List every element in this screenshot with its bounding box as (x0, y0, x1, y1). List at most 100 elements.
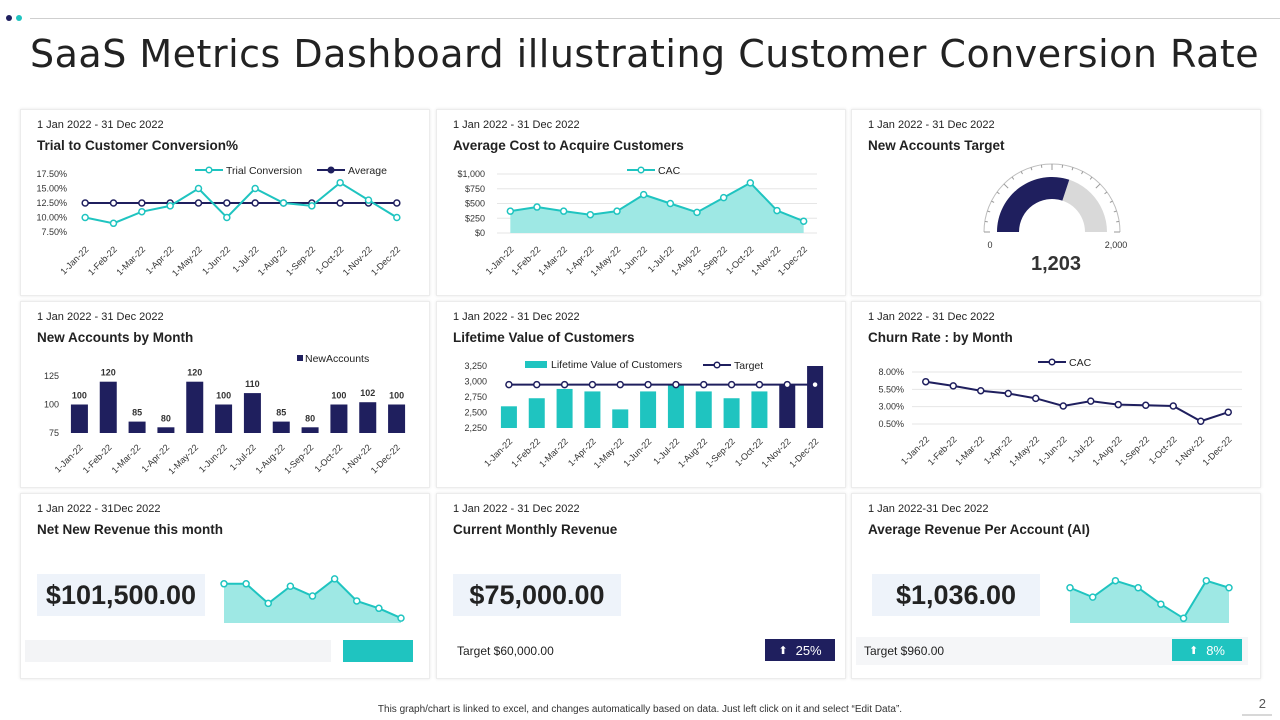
gauge-tick (1071, 167, 1074, 171)
trial-conversion-chart[interactable]: 17.50% 15.00% 12.50% 10.00% 7.50% 1-Jan-221-F… (21, 110, 431, 297)
gauge-value-label: 1,203 (1031, 253, 1081, 275)
ltv-target-point (560, 380, 569, 389)
x-tick-label: 1-May-22 (166, 442, 200, 476)
ltv-bar (500, 406, 517, 428)
churn-point (1087, 397, 1095, 405)
x-tick-label: 1-Sep-22 (704, 436, 737, 469)
x-tick-label: 1-Jun-22 (1036, 434, 1068, 466)
cac-legend-marker (637, 166, 645, 174)
card-title: Average Cost to Acquire Customers (453, 138, 684, 153)
sparkline-area (1070, 580, 1229, 623)
y-tick-label: 10.00% (36, 213, 67, 223)
churn-point (1059, 402, 1067, 410)
sparkline-point (1111, 576, 1120, 585)
ltv-bar (779, 383, 796, 428)
bar-data-label: 100 (216, 391, 231, 401)
net-revenue-sparkline[interactable] (21, 494, 431, 680)
sparkline-area (224, 578, 401, 623)
card-title: Net New Revenue this month (37, 522, 224, 537)
footer-note: This graph/chart is linked to excel, and… (377, 704, 903, 715)
x-tick-label: 1-Dec-22 (1200, 434, 1233, 467)
card-cac[interactable]: 1 Jan 2022 - 31 Dec 2022 Average Cost to… (436, 109, 846, 296)
target-text: Target $960.00 (864, 644, 945, 658)
teal-dot (16, 15, 22, 21)
y-tick-label: $250 (465, 213, 485, 223)
card-current-monthly-revenue[interactable]: 1 Jan 2022 - 31 Dec 2022 Current Monthly… (436, 493, 846, 679)
ltv-bar (528, 398, 545, 428)
gauge-min-label: 0 (987, 240, 992, 250)
bar-data-label: 100 (389, 391, 404, 401)
card-title: New Accounts by Month (37, 330, 194, 345)
sparkline-point (242, 580, 250, 588)
new-accounts-chart[interactable]: 125 100 75 100 120 85 80 120 100 110 85 80 100 102 100… (21, 302, 431, 489)
card-title: Churn Rate : by Month (868, 330, 1013, 345)
churn-point (1004, 389, 1012, 398)
cac-point (799, 217, 808, 225)
gauge-tick (1089, 176, 1093, 180)
cac-point (773, 206, 781, 215)
churn-point (1224, 408, 1232, 416)
cac-point (613, 207, 621, 215)
card-new-accounts-by-month[interactable]: 1 Jan 2022 - 31 Dec 2022 New Accounts by… (20, 301, 430, 488)
cac-point (719, 193, 728, 202)
arrow-up-icon: ⬆ (1188, 644, 1199, 657)
gauge-tick (991, 200, 995, 203)
cac-line (510, 181, 805, 223)
header-divider (30, 18, 1280, 19)
sparkline-point (1179, 614, 1188, 623)
cac-chart[interactable]: $1,000$750$500$250$01-Jan-221-Feb-221-Ma… (437, 110, 847, 297)
sparkline-point (375, 604, 383, 613)
x-tick-label: 1-Sep-22 (282, 442, 315, 475)
sparkline-point (1134, 584, 1142, 592)
ltv-target-point (811, 380, 819, 389)
cac-point (506, 207, 515, 215)
sparkline-point (1202, 576, 1211, 585)
card-new-accounts-target[interactable]: 1 Jan 2022 - 31 Dec 2022 New Accounts Ta… (851, 109, 1261, 296)
gauge-tick (1003, 183, 1009, 189)
bar-data-label: 110 (245, 379, 260, 389)
ltv-chart[interactable]: 3,2503,0002,7502,5002,2501-Jan-221-Feb-2… (437, 302, 847, 489)
card-title: Current Monthly Revenue (453, 522, 618, 537)
change-badge: ⬆ 8% (1172, 639, 1242, 661)
churn-legend-marker (1048, 358, 1056, 366)
y-tick-label: 17.50% (36, 169, 67, 179)
card-arpa[interactable]: 1 Jan 2022-31 Dec 2022 Average Revenue P… (851, 493, 1261, 679)
trial-conversion-point (166, 202, 174, 210)
churn-chart[interactable]: 8.00%5.50%3.00%0.50%1-Jan-221-Feb-221-Ma… (852, 302, 1262, 489)
churn-point (977, 386, 985, 395)
y-tick-label: 15.00% (36, 184, 67, 194)
new-accounts-gauge[interactable]: 0 2,000 1,203 (852, 110, 1262, 297)
card-churn-rate[interactable]: 1 Jan 2022 - 31 Dec 2022 Churn Rate : by… (851, 301, 1261, 488)
badge-text: 25% (795, 642, 822, 658)
monthly-revenue-value: $75,000.00 (453, 574, 621, 616)
new-accounts-bar (359, 402, 377, 433)
arpa-sparkline[interactable] (852, 494, 1262, 680)
card-date: 1 Jan 2022 - 31 Dec 2022 (868, 311, 995, 323)
page-number: 2 (1258, 696, 1266, 711)
gauge-tick (987, 210, 991, 213)
sparkline-point (308, 592, 317, 600)
ltv-target-point (533, 380, 541, 389)
new-accounts-legend-swatch (297, 355, 303, 361)
card-trial-conversion[interactable]: 1 Jan 2022 - 31 Dec 2022 Trial to Custom… (20, 109, 430, 296)
card-net-new-revenue[interactable]: 1 Jan 2022 - 31Dec 2022 Net New Revenue … (20, 493, 430, 679)
y-tick-label: $0 (475, 228, 485, 238)
new-accounts-bar (388, 404, 406, 433)
sparkline-point (264, 599, 272, 608)
x-tick-label: 1-Dec-22 (787, 436, 820, 469)
average-point (109, 199, 118, 207)
ltv-bar (723, 398, 740, 428)
card-ltv[interactable]: 1 Jan 2022 - 31 Dec 2022 Lifetime Value … (436, 301, 846, 488)
average-legend-label: Average (348, 165, 387, 177)
x-tick-label: 1-Jan-22 (58, 244, 90, 276)
y-tick-label: $500 (465, 199, 485, 209)
x-tick-label: 1-Aug-22 (253, 442, 286, 475)
trial-conversion-point (194, 184, 203, 193)
card-date: 1 Jan 2022 - 31Dec 2022 (37, 503, 161, 515)
gauge-tick (1081, 171, 1084, 175)
x-tick-label: 1-Nov-22 (341, 244, 374, 277)
churn-point (1114, 400, 1122, 409)
average-point (251, 199, 259, 207)
y-tick-label: 5.50% (878, 384, 904, 394)
y-tick-label: 2,750 (464, 392, 487, 402)
